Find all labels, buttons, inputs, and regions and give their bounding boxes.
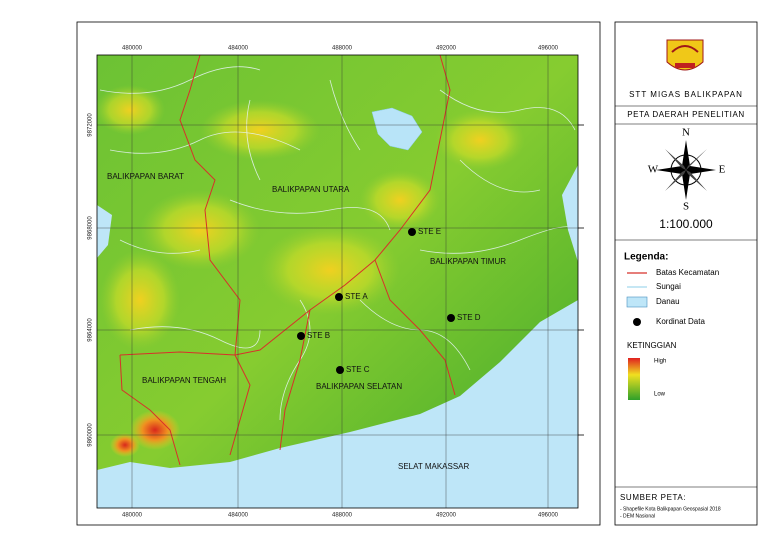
terrain-high [140,190,260,270]
map-border [96,54,579,509]
site-point [447,314,455,322]
site-label: STE C [346,365,370,374]
compass-n: N [682,127,690,139]
lake [371,107,423,151]
terrain-peak [110,433,140,457]
source-item: - Shapefile Kota Balikpapan Geospasial 2… [620,506,721,512]
site-label: STE B [307,331,330,340]
x-grid-label: 480000 [122,46,143,52]
x-grid-label: 488000 [332,513,353,519]
terrain-high [97,85,165,135]
y-grid-label: 9872000 [88,113,94,137]
x-grid-label: 484000 [228,46,249,52]
district-label: BALIKPAPAN BARAT [107,172,184,181]
site-point [336,366,344,374]
district-label: BALIKPAPAN TIMUR [430,257,506,266]
terrain-high [100,250,180,350]
x-grid-label: 484000 [228,513,249,519]
x-grid-label: 492000 [436,46,457,52]
x-grid-label: 496000 [538,513,559,519]
district-label: BALIKPAPAN SELATAN [316,382,402,391]
institution: STT MIGAS BALIKPAPAN [629,90,743,99]
source-title: SUMBER PETA: [620,493,686,502]
source-item: - DEM Nasional [620,513,655,519]
sea [97,205,112,258]
compass-e: E [719,164,726,176]
legend-item: Sungai [656,282,681,291]
y-grid-label: 9868000 [88,216,94,240]
x-grid-label: 496000 [538,46,559,52]
site-point [408,228,416,236]
y-grid-label: 9864000 [88,318,94,342]
compass-w: W [648,164,659,176]
sea [97,300,578,508]
legend-title: Legenda: [624,252,668,263]
x-grid-label: 480000 [122,513,143,519]
site-label: STE E [418,227,441,236]
x-grid-label: 492000 [436,513,457,519]
terrain-high [260,225,400,315]
terrain-high [360,170,440,230]
legend-item: Batas Kecamatan [656,268,719,277]
legend-symbol [633,318,641,326]
district-label: BALIKPAPAN TENGAH [142,376,226,385]
terrain-high [200,100,320,160]
site-label: STE A [345,292,368,301]
terrain-peak [130,410,180,450]
legend-item: Kordinat Data [656,317,705,326]
elevation-high: High [654,359,666,365]
sea [562,165,578,262]
legend-item: Danau [656,297,680,306]
elevation-title: KETINGGIAN [627,341,677,350]
sea-label: SELAT MAKASSAR [398,462,470,471]
compass-s: S [683,201,689,213]
compass [656,140,716,200]
logo [666,39,704,71]
district-label: BALIKPAPAN UTARA [272,185,350,194]
map-title: PETA DAERAH PENELITIAN [627,110,745,119]
map-body [97,55,578,508]
x-grid-label: 488000 [332,46,353,52]
terrain-high [435,110,525,170]
elevation-low: Low [654,392,666,398]
elevation-ramp [628,358,640,400]
legend-symbol [626,296,648,308]
y-grid-label: 9860000 [88,423,94,447]
grid [97,55,578,508]
site-point [335,293,343,301]
scale: 1:100.000 [659,217,713,231]
site-point [297,332,305,340]
site-label: STE D [457,313,481,322]
